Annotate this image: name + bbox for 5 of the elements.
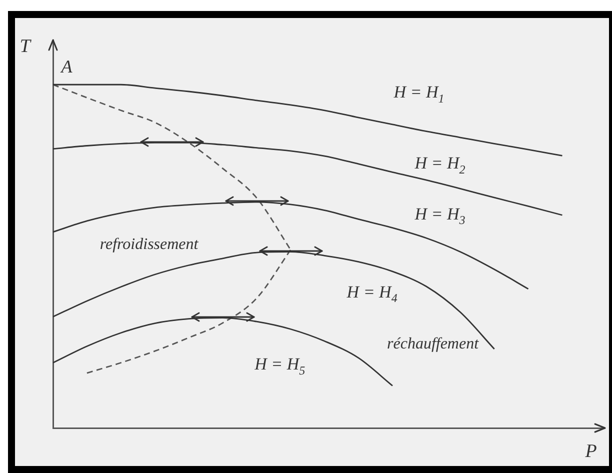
annotation: refroidissement [100,236,199,254]
annotation: réchauffement [387,335,480,352]
text: A [60,56,74,77]
x-axis-title: P [584,441,598,462]
y-axis-title: T [20,36,32,57]
